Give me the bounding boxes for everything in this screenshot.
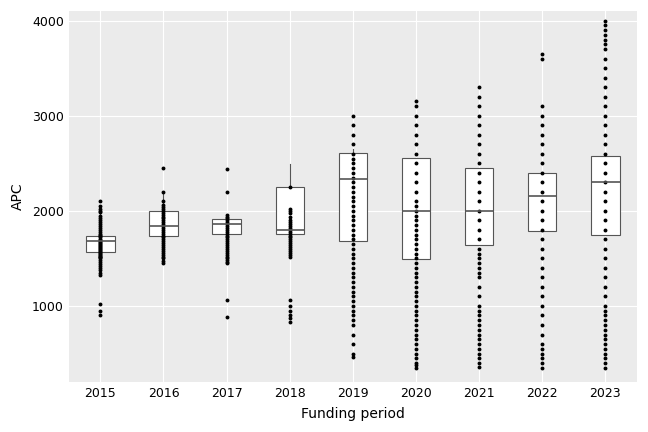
X-axis label: Funding period: Funding period	[301, 407, 405, 421]
PathPatch shape	[402, 158, 430, 259]
PathPatch shape	[86, 235, 115, 252]
PathPatch shape	[591, 156, 619, 235]
PathPatch shape	[149, 211, 178, 235]
PathPatch shape	[275, 187, 304, 234]
PathPatch shape	[213, 219, 241, 234]
PathPatch shape	[528, 173, 557, 231]
Y-axis label: APC: APC	[11, 183, 25, 210]
PathPatch shape	[465, 168, 493, 245]
PathPatch shape	[339, 153, 367, 241]
